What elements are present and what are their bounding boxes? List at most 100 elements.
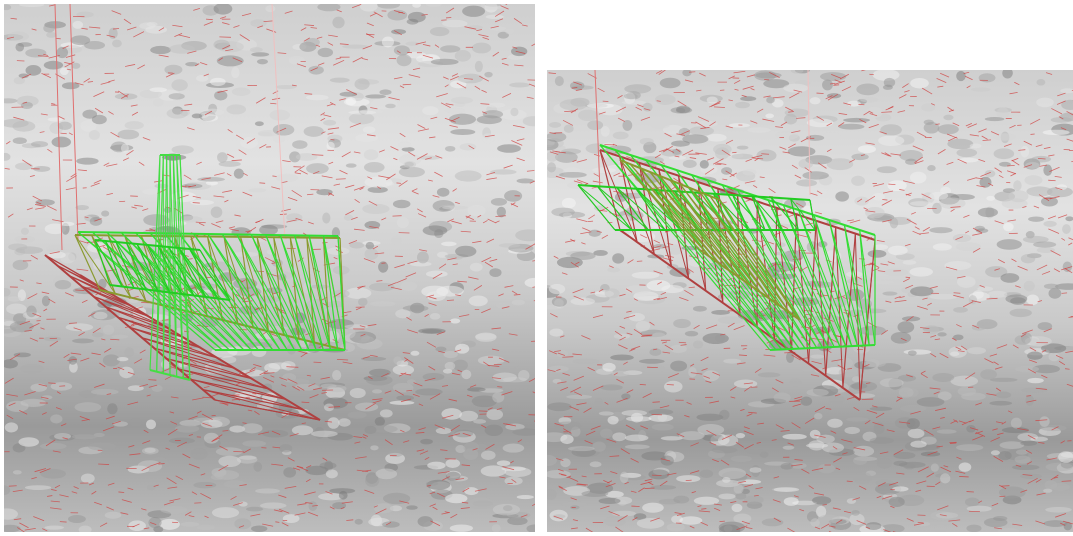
- grass-patch: [581, 491, 608, 497]
- grass-patch: [1024, 281, 1035, 292]
- grass-patch: [512, 428, 539, 436]
- grass-patch: [802, 171, 829, 179]
- grass-patch: [118, 130, 140, 140]
- grass-patch: [723, 359, 741, 364]
- grass-patch: [523, 116, 544, 126]
- grass-patch: [13, 137, 27, 144]
- grass-patch: [260, 502, 286, 508]
- grass-patch: [25, 485, 51, 490]
- grass-patch: [327, 142, 335, 151]
- grass-patch: [933, 243, 952, 250]
- grass-patch: [328, 417, 340, 429]
- grass-patch: [249, 188, 267, 192]
- grass-patch: [363, 126, 376, 133]
- grass-patch: [217, 152, 228, 162]
- grass-patch: [937, 332, 946, 336]
- grass-patch: [147, 485, 155, 490]
- grass-patch: [796, 179, 817, 186]
- grass-patch: [406, 505, 418, 509]
- grass-patch: [412, 3, 421, 8]
- grass-patch: [499, 243, 521, 247]
- grass-patch: [338, 418, 350, 426]
- grass-patch: [224, 480, 246, 488]
- grass-patch: [426, 1, 442, 6]
- grass-patch: [601, 126, 610, 137]
- grass-patch: [847, 278, 868, 285]
- grass-patch: [554, 421, 582, 430]
- grass-patch: [445, 362, 456, 370]
- grass-patch: [822, 79, 833, 90]
- grass-patch: [103, 354, 120, 366]
- grass-patch: [589, 230, 601, 237]
- grass-patch: [985, 170, 996, 177]
- grass-patch: [742, 169, 756, 175]
- grass-patch: [210, 78, 226, 86]
- grass-patch: [719, 524, 740, 535]
- grass-patch: [989, 401, 1012, 406]
- grass-patch: [366, 242, 374, 249]
- grass-patch: [1037, 247, 1055, 253]
- grass-patch: [765, 114, 774, 119]
- grass-patch: [938, 124, 959, 134]
- grass-patch: [997, 239, 1022, 250]
- grass-patch: [782, 434, 806, 440]
- grass-patch: [232, 87, 250, 95]
- grass-patch: [878, 135, 904, 146]
- grass-patch: [404, 161, 416, 168]
- grass-patch: [967, 347, 986, 354]
- edge-stroke: [69, 323, 77, 324]
- grass-patch: [340, 92, 358, 97]
- grass-patch: [437, 188, 450, 197]
- grass-patch: [545, 489, 557, 500]
- grass-patch: [720, 494, 729, 499]
- grass-patch: [903, 260, 917, 265]
- grass-patch: [943, 115, 953, 121]
- edge-stroke: [302, 402, 310, 403]
- grass-patch: [664, 381, 683, 393]
- grass-patch: [676, 475, 700, 482]
- grass-patch: [872, 280, 894, 284]
- grass-patch: [192, 113, 202, 118]
- grass-patch: [273, 124, 295, 136]
- grass-patch: [853, 446, 874, 457]
- grass-patch: [978, 208, 998, 218]
- grass-patch: [19, 437, 40, 446]
- grass-patch: [910, 201, 932, 206]
- grass-patch: [407, 379, 416, 385]
- grass-patch: [283, 514, 300, 523]
- grass-patch: [1011, 418, 1022, 429]
- grass-patch: [101, 210, 109, 216]
- grass-patch: [348, 110, 376, 114]
- edge-stroke: [48, 383, 55, 384]
- grass-patch: [959, 462, 972, 471]
- grass-patch: [304, 126, 324, 137]
- grass-patch: [44, 61, 63, 70]
- grass-patch: [877, 458, 892, 469]
- grass-patch: [364, 162, 385, 172]
- grass-patch: [1003, 223, 1014, 232]
- grass-patch: [460, 143, 477, 150]
- grass-patch: [283, 467, 296, 477]
- grass-patch: [736, 433, 745, 438]
- grass-patch: [491, 198, 507, 206]
- grass-patch: [613, 132, 629, 140]
- grass-patch: [485, 425, 503, 436]
- grass-patch: [362, 204, 389, 214]
- grass-patch: [322, 213, 330, 224]
- grass-patch: [422, 329, 442, 333]
- grass-patch: [651, 332, 666, 341]
- grass-patch: [71, 63, 80, 69]
- grass-patch: [626, 416, 652, 421]
- grass-patch: [639, 359, 665, 364]
- grass-patch: [688, 367, 697, 377]
- grass-patch: [612, 371, 629, 377]
- grass-patch: [0, 288, 10, 297]
- grass-patch: [774, 487, 800, 492]
- grass-patch: [806, 389, 828, 396]
- grass-patch: [318, 48, 334, 57]
- grass-patch: [5, 422, 18, 432]
- grass-patch: [750, 467, 762, 473]
- grass-patch: [570, 298, 595, 306]
- grass-patch: [510, 108, 518, 116]
- grass-patch: [703, 333, 729, 344]
